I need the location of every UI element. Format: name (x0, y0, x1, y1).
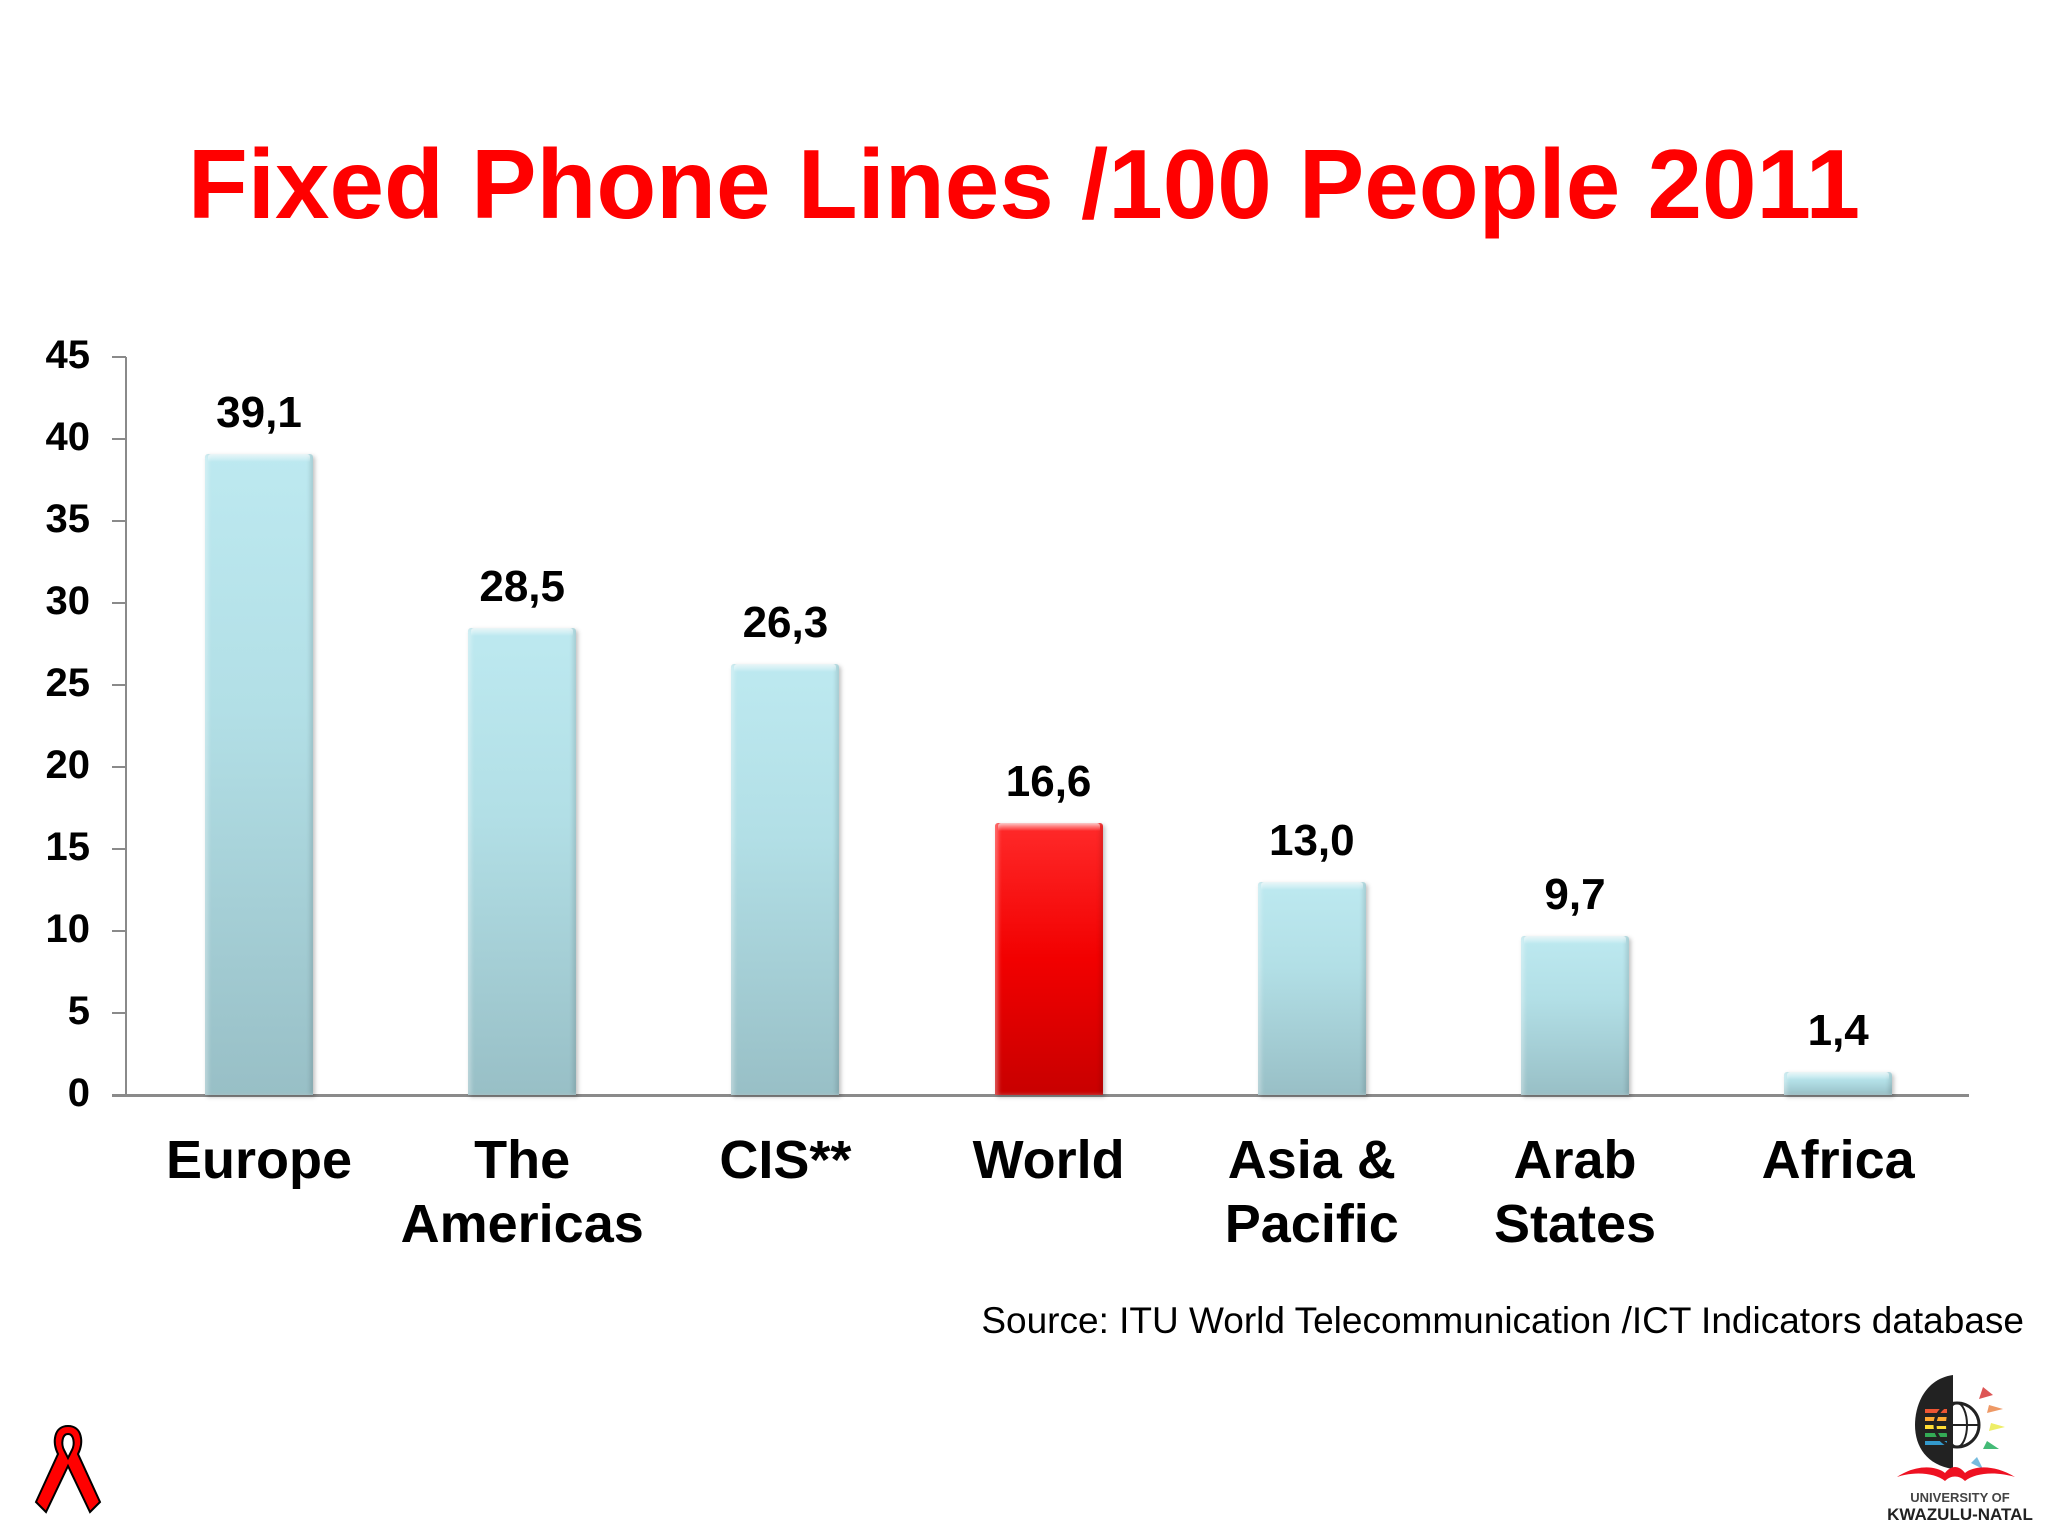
slide-title: Fixed Phone Lines /100 People 2011 (187, 129, 1861, 239)
bar-value-label: 28,5 (479, 561, 565, 611)
category-label-line1: World (972, 1130, 1125, 1190)
category-label-line1: Asia & (1227, 1130, 1396, 1190)
bar-4 (994, 822, 1103, 1095)
y-tick-label: 5 (67, 989, 90, 1033)
category-label: The Americas (392, 1128, 652, 1256)
category-label: Europe (129, 1128, 389, 1192)
category-label: CIS** (655, 1128, 915, 1192)
category-label-line2: States (1493, 1194, 1657, 1254)
y-tick-mark (112, 1012, 126, 1014)
y-tick-label: 10 (45, 907, 91, 951)
logo-text-line1: UNIVERSITY OF (1910, 1490, 2010, 1505)
y-tick-mark (112, 930, 126, 932)
category-label: World (919, 1128, 1179, 1192)
category-label-line1: Africa (1761, 1130, 1915, 1190)
bar-2 (468, 627, 577, 1095)
y-tick-mark (112, 356, 126, 358)
ukzn-logo-icon (1875, 1365, 2035, 1530)
category-label-line1: Europe (165, 1130, 353, 1190)
bar-6 (1521, 935, 1629, 1095)
category-label-line1: The (474, 1130, 571, 1190)
category-label-line2: Americas (400, 1194, 644, 1254)
category-label: Asia & Pacific (1182, 1128, 1442, 1256)
y-tick-mark (112, 1094, 126, 1096)
category-label-line1: CIS** (719, 1130, 852, 1190)
bar-value-label: 13,0 (1268, 815, 1355, 865)
category-label-line2: Pacific (1224, 1194, 1399, 1254)
y-tick-label: 45 (45, 333, 91, 377)
category-label: Africa (1708, 1128, 1968, 1192)
y-tick-mark (112, 438, 126, 440)
y-axis-line (125, 357, 127, 1096)
bar-value-label: 39,1 (216, 387, 302, 437)
x-axis-line (112, 1094, 1969, 1097)
bar-value-label: 1,4 (1807, 1006, 1869, 1056)
y-tick-mark (112, 848, 126, 850)
red-ribbon-icon (28, 1420, 108, 1525)
y-tick-mark (112, 766, 126, 768)
y-tick-label: 25 (45, 661, 91, 705)
y-tick-label: 30 (45, 579, 91, 623)
category-label-line1: Arab (1513, 1130, 1637, 1190)
y-tick-mark (112, 520, 126, 522)
bar-3 (731, 663, 840, 1095)
y-tick-label: 35 (45, 497, 91, 541)
y-tick-mark (112, 602, 126, 604)
logo-text-line2: KWAZULU-NATAL (1887, 1505, 2033, 1524)
bar-value-label: 16,6 (1005, 756, 1092, 806)
bar-7 (1784, 1072, 1893, 1095)
bar-1 (205, 453, 313, 1095)
bar-value-label: 26,3 (742, 597, 829, 647)
bar-value-label: 9,7 (1544, 869, 1606, 919)
y-tick-label: 20 (45, 743, 91, 787)
y-tick-label: 15 (45, 825, 91, 869)
y-tick-mark (112, 684, 126, 686)
category-label: Arab States (1445, 1128, 1705, 1256)
source-note: Source: ITU World Telecommunication /ICT… (981, 1300, 2024, 1341)
bar-5 (1257, 881, 1366, 1095)
y-tick-label: 40 (45, 415, 91, 459)
y-tick-label: 0 (67, 1071, 90, 1115)
